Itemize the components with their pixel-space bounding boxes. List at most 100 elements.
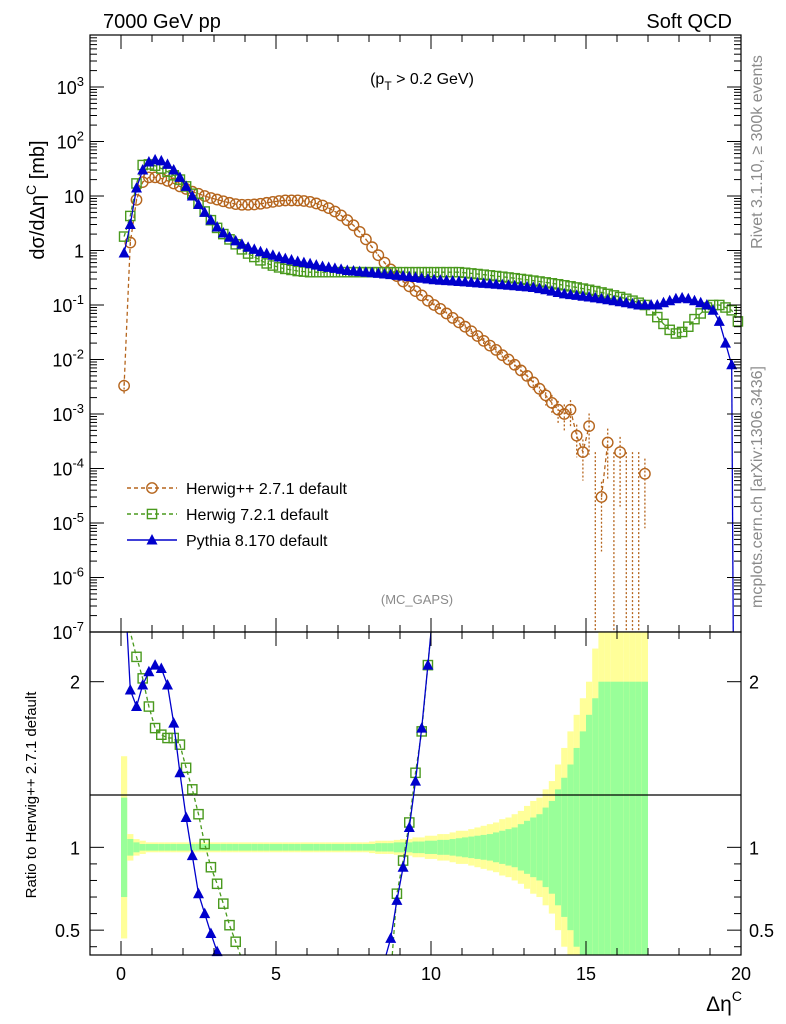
main-point (310, 259, 322, 270)
main-point (683, 321, 694, 332)
main-series-line-0 (600, 442, 609, 498)
ratio-point (385, 932, 397, 943)
ratio-band-green (139, 844, 146, 851)
main-point (614, 446, 626, 458)
main-point (118, 231, 130, 242)
ratio-point (205, 861, 217, 873)
ratio-band-green (412, 841, 419, 854)
main-point (193, 198, 204, 209)
cut-annotation-main: (p (370, 71, 384, 88)
main-point (292, 265, 304, 277)
ratio-band-green (232, 844, 239, 851)
ratio-band-green (313, 844, 320, 851)
ratio-band-green (331, 844, 338, 851)
ratio-band-green (623, 681, 630, 955)
ratio-band-green (214, 844, 221, 851)
ratio-point (186, 784, 198, 795)
ratio-point (162, 732, 173, 744)
ratio-point (131, 700, 142, 712)
ratio-band-green (449, 839, 456, 856)
legend-entry: Pythia 8.170 default (127, 533, 328, 550)
main-point (546, 285, 558, 296)
main-point (286, 253, 297, 265)
main-point (421, 294, 434, 307)
main-point (353, 225, 366, 238)
main-y-tick-label: 1 (74, 242, 84, 262)
main-point (564, 403, 577, 416)
ratio-point (224, 919, 235, 931)
ratio-point (124, 683, 136, 695)
ratio-band-green (158, 844, 165, 851)
ratio-band-green (542, 807, 549, 888)
main-point (273, 195, 285, 207)
ratio-band-green (567, 764, 574, 931)
main-y-tick-label: 10-2 (52, 347, 84, 371)
ratio-point (199, 838, 211, 850)
ratio-band-green (474, 835, 481, 859)
ratio-series-line (127, 631, 241, 956)
main-point (273, 250, 285, 262)
main-y-tick-label: 10-1 (52, 292, 84, 316)
ratio-y-tick-label-right: 2 (749, 673, 759, 693)
main-point (118, 379, 131, 392)
main-y-tick-label: 10-6 (52, 565, 84, 589)
main-point (670, 328, 682, 339)
main-y-tick-label-base: 10 (52, 351, 72, 371)
main-point (372, 249, 385, 262)
main-point (286, 264, 297, 276)
main-series-line-0 (123, 176, 590, 455)
main-point (199, 206, 211, 217)
main-point (248, 243, 260, 254)
ratio-band-green (530, 817, 537, 878)
main-point (260, 196, 273, 209)
main-point (546, 396, 558, 409)
ratio-band-green (480, 834, 487, 860)
main-point (552, 286, 564, 297)
ratio-band-green (499, 830, 506, 864)
main-point (124, 236, 137, 249)
ratio-y-tick-label-left: 2 (70, 673, 80, 693)
main-point (652, 311, 663, 323)
legend-marker (146, 482, 158, 494)
ratio-band-green (505, 829, 512, 866)
main-point (689, 294, 700, 306)
main-y-tick-label-exp: -4 (72, 456, 84, 471)
ratio-point (131, 651, 142, 663)
main-point (521, 370, 533, 382)
ratio-band-green (338, 844, 345, 851)
header-left: 7000 GeV pp (103, 11, 221, 33)
main-point (682, 292, 694, 304)
ratio-series-1 (124, 631, 434, 957)
main-point (279, 252, 291, 264)
ratio-band-green (517, 824, 524, 871)
main-y-tick-label: 10-5 (52, 510, 84, 534)
legend: Herwig++ 2.7.1 default Herwig 7.2.1 defau… (127, 481, 348, 550)
ratio-point (397, 861, 409, 872)
main-point (695, 308, 706, 319)
main-y-tick-label: 103 (57, 74, 84, 98)
main-y-tick-label-exp: -6 (72, 565, 84, 580)
ratio-band-green (282, 844, 289, 851)
ratio-band-green (201, 844, 208, 851)
main-point (137, 164, 149, 175)
main-point (267, 260, 279, 271)
ratio-point (391, 894, 403, 905)
main-point (155, 154, 167, 166)
ratio-band-green (604, 681, 611, 955)
main-point (180, 180, 192, 191)
ratio-band-green (176, 844, 183, 851)
ratio-point (180, 762, 192, 774)
main-y-tick-label-base: 10 (52, 569, 72, 589)
main-point (261, 258, 273, 269)
main-point (229, 198, 242, 211)
ratio-band-green (586, 714, 593, 955)
main-point (254, 197, 267, 210)
main-y-axis-label-sup: C (23, 185, 39, 195)
legend-entry: Herwig++ 2.7.1 default (127, 481, 348, 498)
main-point (255, 245, 266, 257)
main-point (539, 389, 552, 402)
ratio-band-green (251, 844, 258, 851)
main-point (291, 194, 304, 207)
main-point (280, 263, 291, 275)
